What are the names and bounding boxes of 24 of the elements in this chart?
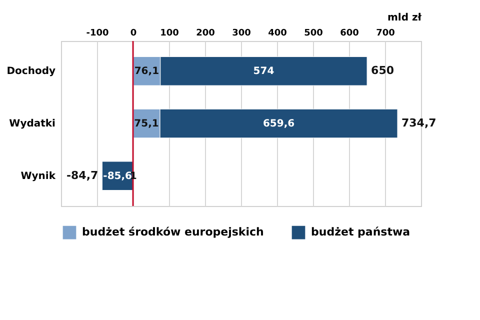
x-tick-label: 600: [340, 28, 359, 38]
x-tick-label: 300: [232, 28, 251, 38]
y-tick-label: Wydatki: [9, 118, 56, 130]
legend-label: budżet państwa: [311, 226, 410, 239]
x-tick-label: 200: [196, 28, 215, 38]
data-label: -85,6: [103, 170, 132, 182]
legend-label: budżet środków europejskich: [82, 226, 264, 239]
total-label: -84,7: [66, 168, 98, 182]
total-label: 734,7: [401, 116, 436, 130]
data-label: 76,1: [134, 66, 160, 78]
y-tick-label: Wynik: [20, 170, 56, 182]
data-label: 1: [130, 170, 137, 182]
x-tick-label: 0: [130, 28, 137, 38]
x-tick-label: 100: [160, 28, 179, 38]
data-label: 75,1: [134, 118, 159, 130]
x-tick-label: 400: [268, 28, 287, 38]
total-label: 650: [371, 64, 394, 78]
x-axis-title: mld zł: [387, 12, 422, 24]
data-label: 659,6: [262, 118, 295, 130]
x-tick-label: 700: [376, 28, 395, 38]
y-tick-label: Dochody: [6, 66, 56, 78]
x-tick-label: 500: [304, 28, 323, 38]
x-tick-label: -100: [86, 28, 109, 38]
data-label: 574: [253, 66, 274, 78]
